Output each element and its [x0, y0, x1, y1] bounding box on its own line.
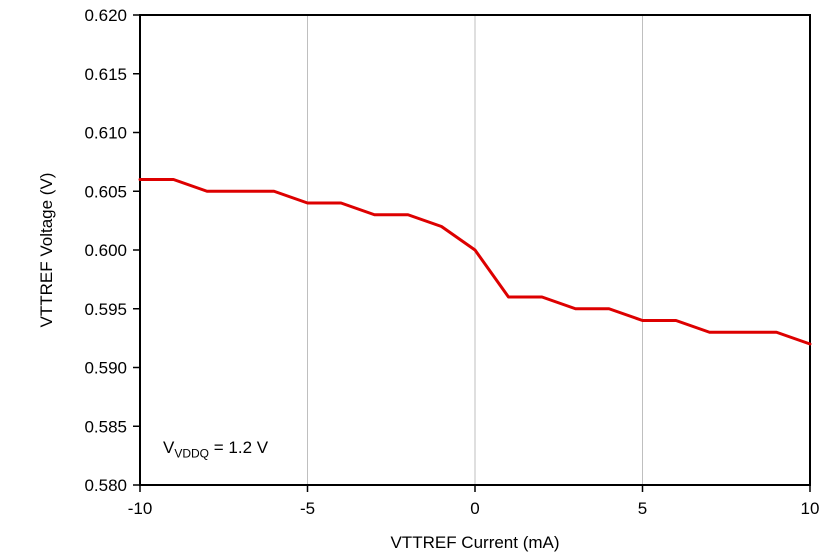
y-tick-label: 0.620 — [84, 6, 127, 25]
annotation-rest: = 1.2 V — [209, 438, 269, 457]
y-tick-label: 0.610 — [84, 124, 127, 143]
x-tick-label: 5 — [638, 499, 647, 518]
y-tick-label: 0.580 — [84, 476, 127, 495]
x-tick-label: -10 — [128, 499, 153, 518]
y-tick-label: 0.600 — [84, 241, 127, 260]
annotation-subscript: VDDQ — [174, 446, 210, 461]
x-tick-label: -5 — [300, 499, 315, 518]
condition-annotation: VVDDQ = 1.2 V — [163, 438, 268, 460]
y-tick-label: 0.615 — [84, 65, 127, 84]
annotation-base: V — [163, 438, 175, 457]
y-tick-label: 0.585 — [84, 417, 127, 436]
data-line-0 — [138, 178, 812, 346]
x-axis-title: VTTREF Current (mA) — [390, 533, 560, 552]
y-axis-title: VTTREF Voltage (V) — [37, 172, 56, 328]
plot-border — [139, 14, 811, 486]
y-tick-label: 0.605 — [84, 182, 127, 201]
y-tick-label: 0.590 — [84, 359, 127, 378]
x-tick-label: 10 — [801, 499, 820, 518]
y-tick-label: 0.595 — [84, 300, 127, 319]
x-tick-label: 0 — [470, 499, 479, 518]
